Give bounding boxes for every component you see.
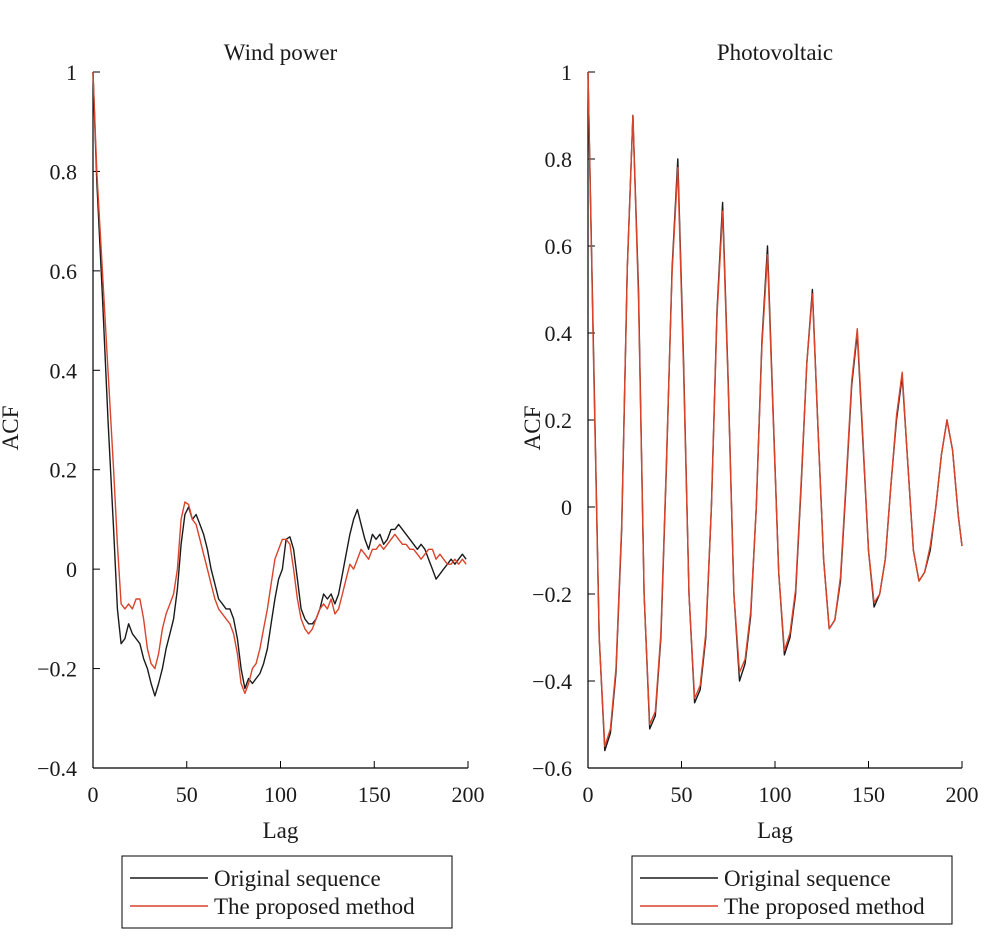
y-tick-label: −0.2 [37,657,77,682]
legend-label-1: The proposed method [724,894,925,919]
y-axis-title: ACF [0,406,23,451]
y-tick-label: 1 [561,60,572,85]
y-tick-label: 0.2 [50,458,78,483]
x-tick-label: 200 [452,782,485,807]
y-tick-label: 0.4 [545,321,573,346]
legend-label-0: Original sequence [724,866,891,891]
chart-title: Wind power [224,40,338,65]
x-tick-label: 100 [264,782,297,807]
series-line-1 [587,71,963,747]
series-line-1 [92,71,467,695]
legend: Original sequence The proposed method [121,855,453,929]
y-tick-label: 0 [561,495,572,520]
x-axis-title: Lag [757,818,793,843]
x-tick-label: 0 [88,782,99,807]
x-tick-label: 50 [671,782,693,807]
series-line-0 [587,71,963,752]
series-line-0 [92,71,467,697]
x-tick-label: 0 [583,782,594,807]
x-tick-label: 200 [946,782,979,807]
legend-label-0: Original sequence [214,866,381,891]
y-tick-label: 1 [66,60,77,85]
y-tick-label: −0.4 [532,669,572,694]
y-axis-title: ACF [520,406,545,451]
y-tick-label: 0.8 [545,147,573,172]
y-tick-label: 0.6 [545,234,573,259]
legend-label-1: The proposed method [214,894,415,919]
x-tick-label: 150 [358,782,391,807]
x-axis-title: Lag [263,818,299,843]
y-tick-label: 0.6 [50,259,78,284]
x-tick-label: 100 [759,782,792,807]
x-tick-label: 150 [852,782,885,807]
y-tick-label: −0.4 [37,756,77,781]
legend-box [121,855,453,929]
legend: Original sequence The proposed method [631,855,953,925]
chart-panel-0: Wind power 0 50 100 150 200 −0.4 −0.2 0 0.2 0.4 0.6… [0,40,485,929]
y-tick-label: 0.4 [50,358,78,383]
y-tick-label: −0.6 [532,756,572,781]
chart-title: Photovoltaic [717,40,833,65]
y-tick-label: 0 [66,557,77,582]
y-tick-label: −0.2 [532,582,572,607]
chart-panel-1: Photovoltaic 0 50 100 150 200 −0.6 −0.4 −0.2 0 0.2… [520,40,979,925]
y-tick-label: 0.2 [545,408,573,433]
legend-box [631,855,953,925]
x-tick-label: 50 [176,782,198,807]
y-tick-label: 0.8 [50,159,78,184]
